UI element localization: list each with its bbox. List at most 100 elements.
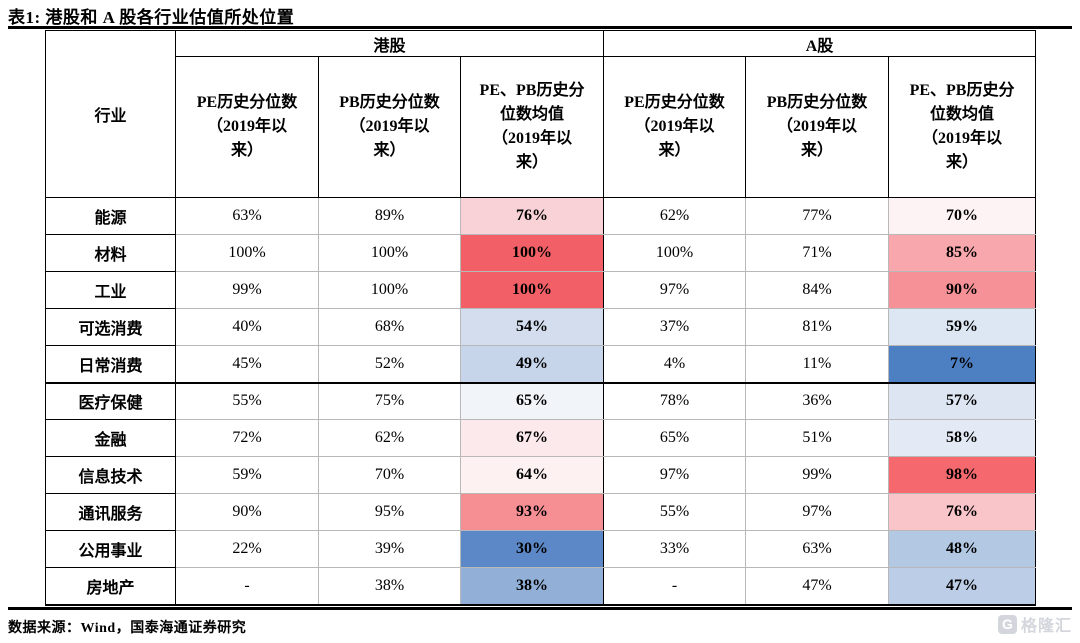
a-pb-cell: 81% xyxy=(745,308,890,346)
industry-cell: 能源 xyxy=(45,197,176,235)
gelonghui-watermark: G 格隆汇 xyxy=(997,612,1072,636)
hk-avg-cell: 93% xyxy=(459,493,605,531)
sub-header-row: PE历史分位数 （2019年以 来） PB历史分位数 （2019年以 来） PE… xyxy=(46,56,1037,198)
a-pe-cell: 33% xyxy=(603,530,747,568)
a-pb-cell: 36% xyxy=(745,382,890,420)
a-avg-header: PE、PB历史分 位数均值 （2019年以 来） xyxy=(888,56,1037,198)
hk-avg-cell: 65% xyxy=(459,382,605,420)
hk-pb-cell: 100% xyxy=(318,234,461,272)
a-pe-cell: 62% xyxy=(603,197,747,235)
table-row: 金融 72% 62% 67% 65% 51% 58% xyxy=(45,419,1037,457)
hk-group-header: 港股 xyxy=(174,30,605,57)
a-avg-cell: 70% xyxy=(888,197,1037,235)
industry-cell: 工业 xyxy=(45,271,176,309)
hk-avg-header: PE、PB历史分 位数均值 （2019年以 来） xyxy=(459,56,605,198)
bottom-rule xyxy=(8,607,1072,610)
table-row: 工业 99% 100% 100% 97% 84% 90% xyxy=(45,271,1037,309)
hk-pb-cell: 89% xyxy=(318,197,461,235)
table-row: 材料 100% 100% 100% 100% 71% 85% xyxy=(45,234,1037,272)
a-pb-cell: 51% xyxy=(745,419,890,457)
a-avg-cell: 47% xyxy=(888,567,1037,606)
table-row: 能源 63% 89% 76% 62% 77% 70% xyxy=(45,197,1037,235)
a-pe-cell: 100% xyxy=(603,234,747,272)
a-pb-cell: 71% xyxy=(745,234,890,272)
hk-avg-cell: 54% xyxy=(459,308,605,346)
a-pe-cell: 97% xyxy=(603,271,747,309)
table-row: 医疗保健 55% 75% 65% 78% 36% 57% xyxy=(45,382,1037,420)
hk-pe-cell: 99% xyxy=(175,271,319,309)
industry-cell: 材料 xyxy=(45,234,176,272)
industry-cell: 房地产 xyxy=(45,567,176,606)
a-pb-cell: 63% xyxy=(745,530,890,568)
hk-pe-cell: 90% xyxy=(175,493,319,531)
a-avg-cell: 76% xyxy=(888,493,1037,531)
hk-pb-cell: 62% xyxy=(318,419,461,457)
watermark-text: 格隆汇 xyxy=(1020,618,1072,635)
hk-pb-cell: 70% xyxy=(318,456,461,494)
hk-pe-cell: 72% xyxy=(175,419,319,457)
a-pb-cell: 84% xyxy=(745,271,890,309)
a-avg-cell: 57% xyxy=(888,382,1037,420)
hk-avg-cell: 100% xyxy=(459,271,605,309)
a-pb-cell: 47% xyxy=(745,567,890,606)
industry-cell: 信息技术 xyxy=(45,456,176,494)
a-pe-cell: 78% xyxy=(603,382,747,420)
table-header: 行业 港股 A股 PE历史分位数 （2019年以 来） PB历史分位数 （201… xyxy=(45,30,1037,198)
table-row: 通讯服务 90% 95% 93% 55% 97% 76% xyxy=(45,493,1037,531)
industry-cell: 通讯服务 xyxy=(45,493,176,531)
valuation-table: 行业 港股 A股 PE历史分位数 （2019年以 来） PB历史分位数 （201… xyxy=(45,30,1037,606)
table-row: 公用事业 22% 39% 30% 33% 63% 48% xyxy=(45,530,1037,568)
group-header-row: 行业 港股 A股 xyxy=(45,30,1037,198)
source-note: 数据来源：Wind，国泰海通证券研究 xyxy=(8,621,247,636)
hk-pb-cell: 68% xyxy=(318,308,461,346)
a-pe-cell: - xyxy=(603,567,747,606)
hk-pb-cell: 95% xyxy=(318,493,461,531)
gelonghui-logo-icon: G xyxy=(997,614,1017,634)
industry-cell: 可选消费 xyxy=(45,308,176,346)
table-row: 房地产 -38% 38% -47% 47% xyxy=(45,567,1037,606)
industry-cell: 金融 xyxy=(45,419,176,457)
industry-cell: 医疗保健 xyxy=(45,382,176,420)
table-row: 信息技术 59% 70% 64% 97% 99% 98% xyxy=(45,456,1037,494)
hk-pe-header: PE历史分位数 （2019年以 来） xyxy=(175,56,319,198)
a-pe-cell: 37% xyxy=(603,308,747,346)
hk-pe-cell: 100% xyxy=(175,234,319,272)
a-pb-cell: 11% xyxy=(745,345,890,384)
a-pb-header: PB历史分位数 （2019年以 来） xyxy=(745,56,890,198)
a-avg-cell: 59% xyxy=(888,308,1037,346)
hk-pb-cell: 39% xyxy=(318,530,461,568)
a-pe-cell: 4% xyxy=(603,345,747,384)
industry-cell: 公用事业 xyxy=(45,530,176,568)
top-rule xyxy=(8,26,1072,29)
a-avg-cell: 85% xyxy=(888,234,1037,272)
hk-pb-header: PB历史分位数 （2019年以 来） xyxy=(318,56,461,198)
hk-pe-cell: 55% xyxy=(175,382,319,420)
a-pe-cell: 97% xyxy=(603,456,747,494)
hk-pe-cell: - xyxy=(175,567,319,606)
hk-avg-cell: 64% xyxy=(459,456,605,494)
a-pb-cell: 99% xyxy=(745,456,890,494)
table-row: 日常消费 45% 52% 49% 4% 11% 7% xyxy=(45,345,1037,384)
a-avg-cell: 98% xyxy=(888,456,1037,494)
hk-pe-cell: 59% xyxy=(175,456,319,494)
a-pb-cell: 97% xyxy=(745,493,890,531)
a-pe-header: PE历史分位数 （2019年以 来） xyxy=(603,56,747,198)
hk-pe-cell: 40% xyxy=(175,308,319,346)
industry-column-header: 行业 xyxy=(45,30,176,198)
hk-pe-cell: 63% xyxy=(175,197,319,235)
a-pb-cell: 77% xyxy=(745,197,890,235)
hk-avg-cell: 30% xyxy=(459,530,605,568)
a-avg-cell: 58% xyxy=(888,419,1037,457)
a-avg-cell: 48% xyxy=(888,530,1037,568)
a-pe-cell: 65% xyxy=(603,419,747,457)
hk-pe-cell: 45% xyxy=(175,345,319,384)
a-group-header: A股 xyxy=(603,30,1037,57)
hk-avg-cell: 67% xyxy=(459,419,605,457)
table-row: 可选消费 40% 68% 54% 37% 81% 59% xyxy=(45,308,1037,346)
a-avg-cell: 7% xyxy=(888,345,1037,384)
hk-avg-cell: 49% xyxy=(459,345,605,384)
table-title: 表1: 港股和 A 股各行业估值所处位置 xyxy=(8,8,295,27)
hk-avg-cell: 38% xyxy=(459,567,605,606)
hk-pb-cell: 38% xyxy=(318,567,461,606)
